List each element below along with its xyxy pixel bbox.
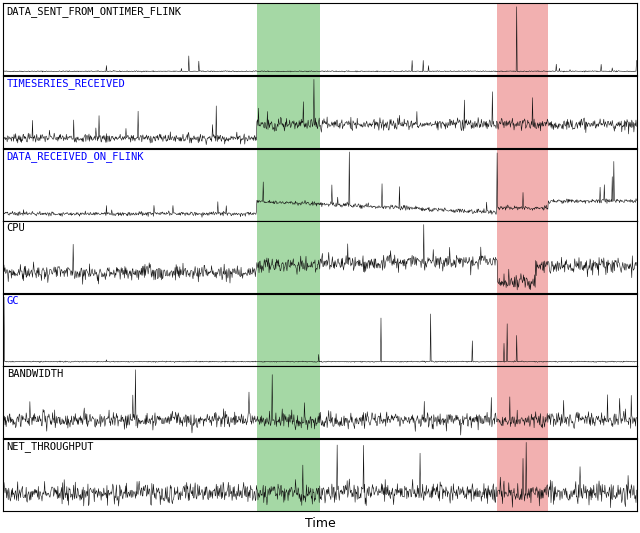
Bar [257,367,320,438]
Text: GC: GC [6,296,19,306]
Text: BANDWIDTH: BANDWIDTH [6,369,63,378]
Bar [257,221,320,293]
Text: DATA_RECEIVED_ON_FLINK: DATA_RECEIVED_ON_FLINK [6,151,144,161]
Bar [257,149,320,221]
Bar [497,294,548,366]
Text: NET_THROUGHPUT: NET_THROUGHPUT [6,441,94,452]
Bar [497,76,548,148]
Bar [257,439,320,511]
Text: TIMESERIES_RECEIVED: TIMESERIES_RECEIVED [6,78,125,89]
Bar [497,149,548,221]
Bar [497,367,548,438]
X-axis label: Time: Time [305,516,335,529]
Bar [257,294,320,366]
Bar [497,439,548,511]
Bar [257,76,320,148]
Bar [497,4,548,75]
Bar [497,221,548,293]
Text: CPU: CPU [6,223,26,233]
Bar [257,4,320,75]
Text: DATA_SENT_FROM_ONTIMER_FLINK: DATA_SENT_FROM_ONTIMER_FLINK [6,6,182,17]
